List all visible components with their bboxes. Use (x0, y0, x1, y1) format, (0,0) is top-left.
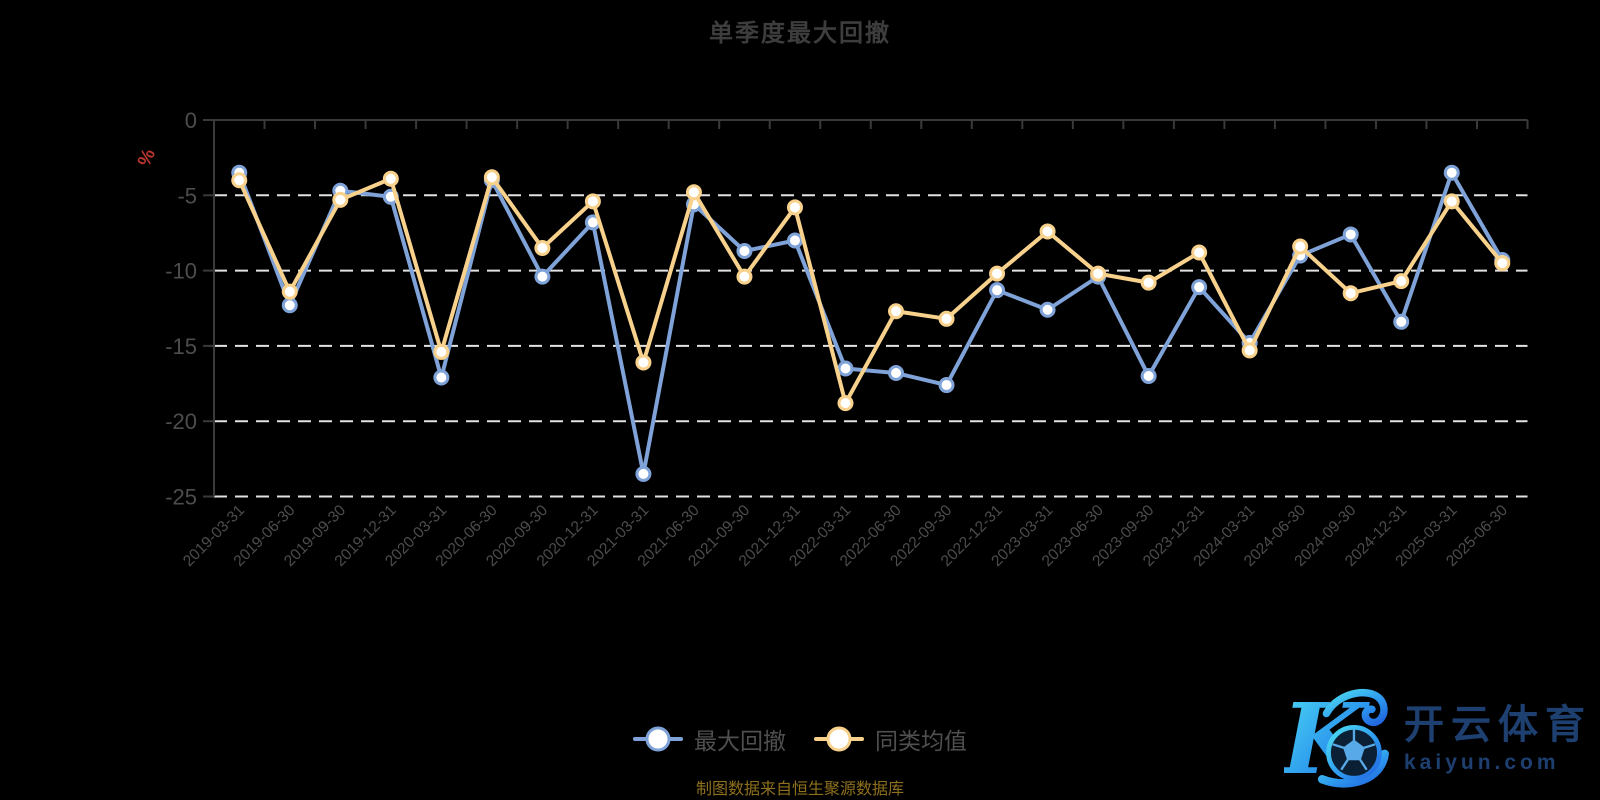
data-point[interactable] (231, 172, 248, 189)
data-point[interactable] (1393, 273, 1410, 290)
data-point[interactable] (685, 184, 702, 201)
kaiyun-watermark-logo[interactable]: K 开云体育 kaiyun.com (1284, 686, 1592, 792)
data-point[interactable] (534, 268, 551, 285)
data-point[interactable] (382, 170, 399, 187)
series-line-1 (237, 175, 1505, 406)
data-point[interactable] (1443, 164, 1460, 181)
data-point[interactable] (1292, 238, 1309, 255)
data-point[interactable] (433, 343, 450, 360)
data-point[interactable] (786, 199, 803, 216)
kaiyun-k-football-icon: K (1284, 686, 1389, 792)
data-point[interactable] (281, 283, 298, 300)
watermark-text: 开云体育 kaiyun.com (1404, 703, 1592, 775)
data-point[interactable] (888, 303, 905, 320)
legend-item-max-drawdown[interactable]: 最大回撤 (633, 722, 786, 756)
data-point[interactable] (837, 395, 854, 412)
data-point[interactable] (281, 297, 298, 314)
chart-legend: 最大回撤 同类均值 (0, 722, 1600, 756)
y-axis-label: -5 (177, 183, 197, 208)
y-axis-label: 0 (185, 108, 197, 133)
data-point[interactable] (989, 265, 1006, 282)
watermark-brand-text: 开云体育 (1404, 703, 1592, 747)
data-point[interactable] (786, 232, 803, 249)
data-point[interactable] (1443, 193, 1460, 210)
watermark-domain-text: kaiyun.com (1404, 751, 1560, 774)
data-point[interactable] (483, 169, 500, 186)
legend-line-icon (814, 726, 864, 752)
data-point[interactable] (938, 310, 955, 327)
data-point[interactable] (837, 360, 854, 377)
data-point[interactable] (1393, 313, 1410, 330)
data-point[interactable] (1090, 265, 1107, 282)
data-point[interactable] (736, 243, 753, 260)
legend-circle-icon (645, 726, 671, 752)
y-axis-label: -10 (165, 259, 197, 284)
data-point[interactable] (332, 191, 349, 208)
data-point[interactable] (938, 377, 955, 394)
legend-label: 最大回撤 (694, 728, 786, 754)
data-point[interactable] (1342, 285, 1359, 302)
data-point[interactable] (1191, 244, 1208, 261)
data-point[interactable] (635, 465, 652, 482)
data-point[interactable] (1191, 279, 1208, 296)
y-axis-label: -15 (165, 334, 197, 359)
series-line-0 (237, 170, 1505, 476)
data-point[interactable] (1039, 301, 1056, 318)
data-point[interactable] (1039, 223, 1056, 240)
data-point[interactable] (635, 354, 652, 371)
data-point[interactable] (1140, 368, 1157, 385)
data-point[interactable] (584, 193, 601, 210)
chart-title: 单季度最大回撤 (709, 20, 891, 47)
data-point[interactable] (1342, 226, 1359, 243)
data-point[interactable] (534, 240, 551, 257)
y-axis-label: -25 (165, 485, 197, 510)
legend-item-category-average[interactable]: 同类均值 (814, 722, 967, 756)
data-point[interactable] (1494, 255, 1511, 272)
legend-line-icon (633, 726, 683, 752)
data-point[interactable] (1140, 274, 1157, 291)
data-point[interactable] (433, 369, 450, 386)
data-source-note: 制图数据来自恒生聚源数据库 (695, 781, 904, 798)
data-point[interactable] (888, 365, 905, 382)
legend-label: 同类均值 (875, 728, 967, 754)
data-point[interactable] (736, 268, 753, 285)
legend-circle-icon (826, 726, 852, 752)
y-axis-label: -20 (165, 409, 197, 434)
data-point[interactable] (989, 282, 1006, 299)
data-point[interactable] (1241, 342, 1258, 359)
